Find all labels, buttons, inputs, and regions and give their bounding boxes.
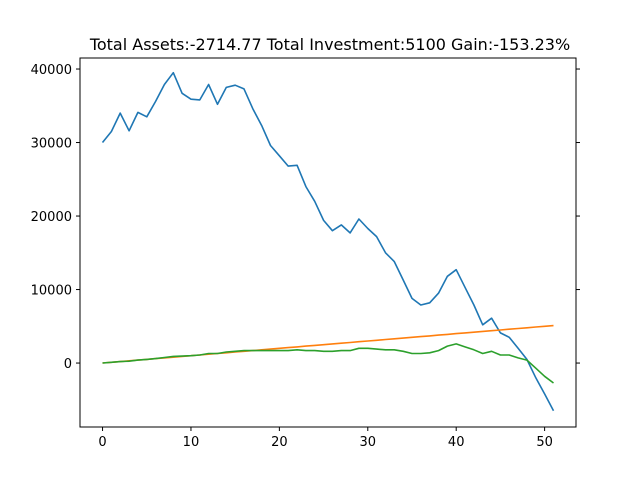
x-tick-label: 10 [183,435,200,450]
y-tick-label: 20000 [31,210,72,225]
series-line-3 [102,343,554,384]
x-tick-label: 40 [448,435,465,450]
y-tick-label: 0 [64,357,72,372]
chart-title: Total Assets:-2714.77 Total Investment:5… [89,35,570,54]
y-tick-label: 10000 [31,284,72,299]
y-tick-label: 30000 [31,137,72,152]
series-line-1 [101,71,555,412]
y-tick-label: 40000 [31,63,72,78]
x-tick-label: 30 [360,435,377,450]
plot-frame [79,57,577,428]
x-tick-label: 20 [271,435,288,450]
series-layer [101,71,555,412]
x-tick-label: 0 [98,435,106,450]
ticks-layer: 0 10 20 30 40 50 0 10000 20000 30000 40000 [31,63,580,450]
x-tick-label: 50 [536,435,553,450]
